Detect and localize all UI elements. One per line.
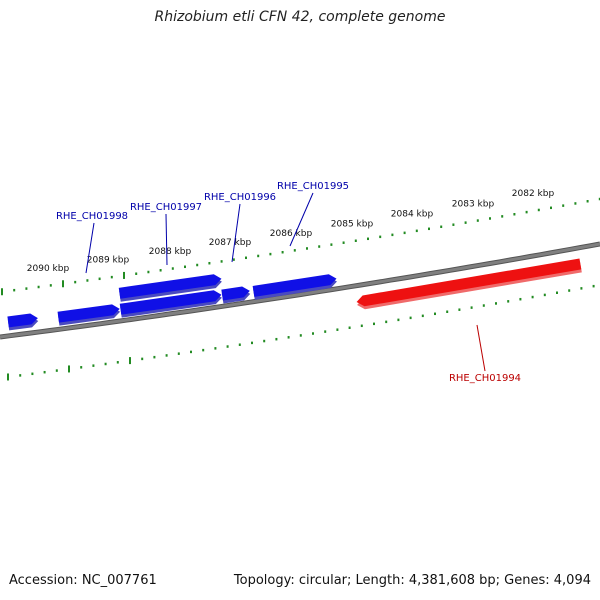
gene-arrow-RHE_CH01998 <box>57 304 121 326</box>
gene-arrow-body <box>252 274 337 297</box>
gene-label: RHE_CH01995 <box>277 181 349 192</box>
gene-arrow-body <box>118 274 222 299</box>
gene-label-leader <box>289 192 314 247</box>
tick-label: 2088 kbp <box>149 247 192 257</box>
tick-label: 2086 kbp <box>270 229 313 239</box>
gene-arrow-body <box>356 258 582 307</box>
gene-label-leader <box>231 203 241 263</box>
inner-tick-track <box>7 284 595 381</box>
genome-backbone <box>0 241 600 340</box>
gene-label: RHE_CH01996 <box>204 192 276 203</box>
tick-label: 2084 kbp <box>391 210 434 220</box>
gene-arrow-RHE_CH01995 <box>252 274 337 300</box>
gene-arrow-RHE_CH01994 <box>356 258 582 310</box>
gene-label-leader <box>476 324 486 372</box>
tick-label: 2083 kbp <box>452 199 495 209</box>
gene-label: RHE_CH01998 <box>56 211 128 222</box>
tick-label: 2085 kbp <box>331 219 374 229</box>
gene-arrow-body <box>57 304 120 323</box>
tick-label: 2087 kbp <box>209 238 252 248</box>
gene-arrow-body <box>221 286 250 301</box>
gene-label-leader <box>165 213 168 266</box>
gene-arrow-RHE_CH01996 <box>221 286 251 304</box>
accession-text: Accession: NC_007761 <box>9 573 157 588</box>
gene-arrow-partial <box>7 313 39 331</box>
gene-labels: RHE_CH01998RHE_CH01997RHE_CH01996RHE_CH0… <box>56 181 521 384</box>
tick-label: 2090 kbp <box>27 264 70 274</box>
tick-label: 2089 kbp <box>87 256 130 266</box>
gene-label: RHE_CH01997 <box>130 202 202 213</box>
gene-arrow-body <box>7 313 38 328</box>
tick-label: 2082 kbp <box>512 189 555 199</box>
backbone-line <box>0 242 600 339</box>
gene-label-leader <box>85 222 95 274</box>
gene-arrow-RHE_CH01997 <box>119 290 222 318</box>
map-title: Rhizobium etli CFN 42, complete genome <box>154 9 446 25</box>
tick-labels: 2090 kbp 2089 kbp 2088 kbp 2087 kbp 2086 kbp… <box>27 189 555 274</box>
gene-label: RHE_CH01994 <box>449 373 521 384</box>
gene-arrow-body <box>119 290 222 315</box>
gene-arrow-RHE_CH01997-a <box>118 274 222 302</box>
genome-summary-text: Topology: circular; Length: 4,381,608 bp… <box>233 573 591 588</box>
gene-features <box>7 258 582 331</box>
outer-tick-track <box>1 197 600 296</box>
